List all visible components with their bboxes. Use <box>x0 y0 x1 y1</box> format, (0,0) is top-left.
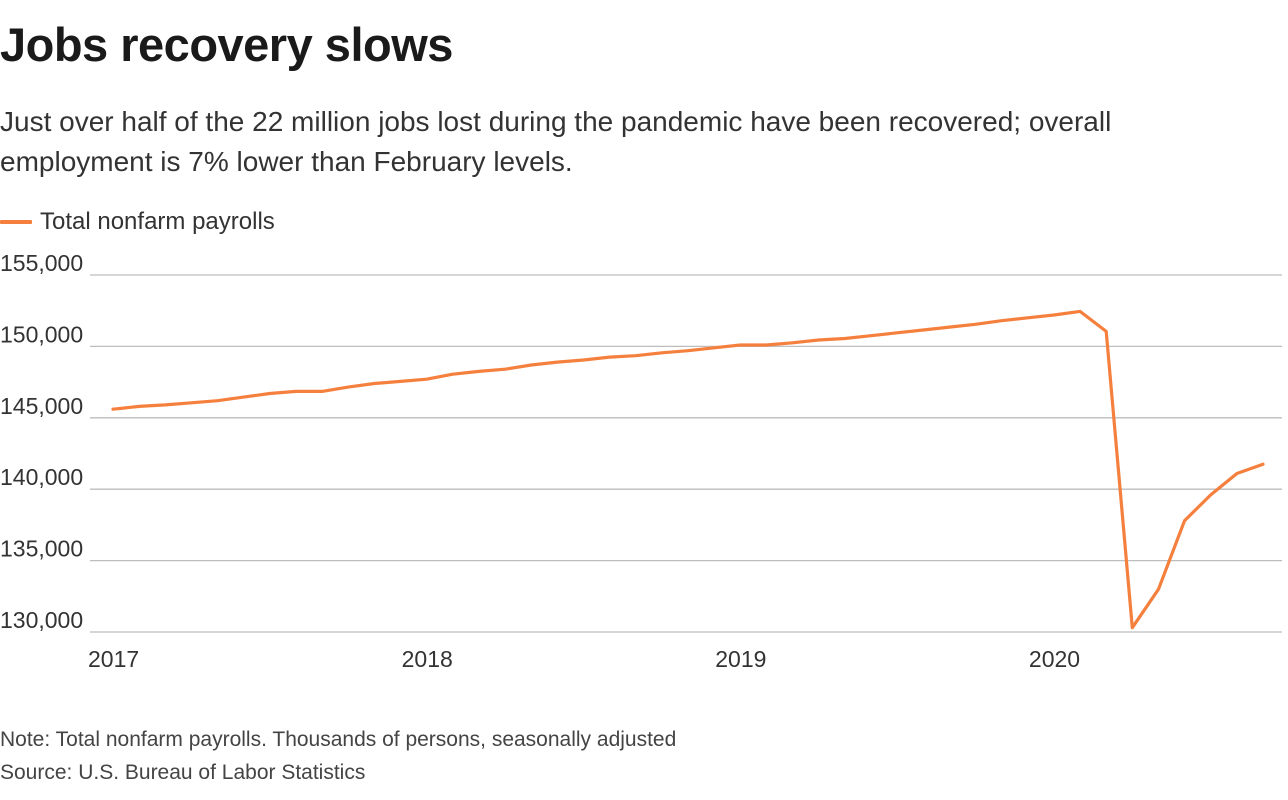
y-tick-label: 135,000 <box>0 536 83 562</box>
chart-source: Source: U.S. Bureau of Labor Statistics <box>0 761 366 784</box>
legend-label: Total nonfarm payrolls <box>40 208 275 235</box>
legend-swatch <box>0 220 32 224</box>
y-tick-label: 155,000 <box>0 250 83 276</box>
x-tick-label: 2018 <box>402 646 453 672</box>
y-tick-label: 145,000 <box>0 393 83 419</box>
y-tick-label: 150,000 <box>0 321 83 347</box>
legend: Total nonfarm payrolls <box>0 206 275 238</box>
chart-note: Note: Total nonfarm payrolls. Thousands … <box>0 728 677 751</box>
series-line-total-nonfarm-payrolls <box>111 309 1265 630</box>
line-chart: 130,000 135,000 140,000 145,000 150,000 155,0… <box>0 250 1282 672</box>
chart-subtitle: Just over half of the 22 million jobs lo… <box>0 106 1112 177</box>
y-tick-label: 140,000 <box>0 464 83 490</box>
x-tick-label: 2019 <box>715 646 766 672</box>
chart-title: Jobs recovery slows <box>0 18 453 71</box>
x-tick-label: 2020 <box>1029 646 1080 672</box>
y-tick-label: 130,000 <box>0 607 83 633</box>
x-tick-label: 2017 <box>88 646 139 672</box>
